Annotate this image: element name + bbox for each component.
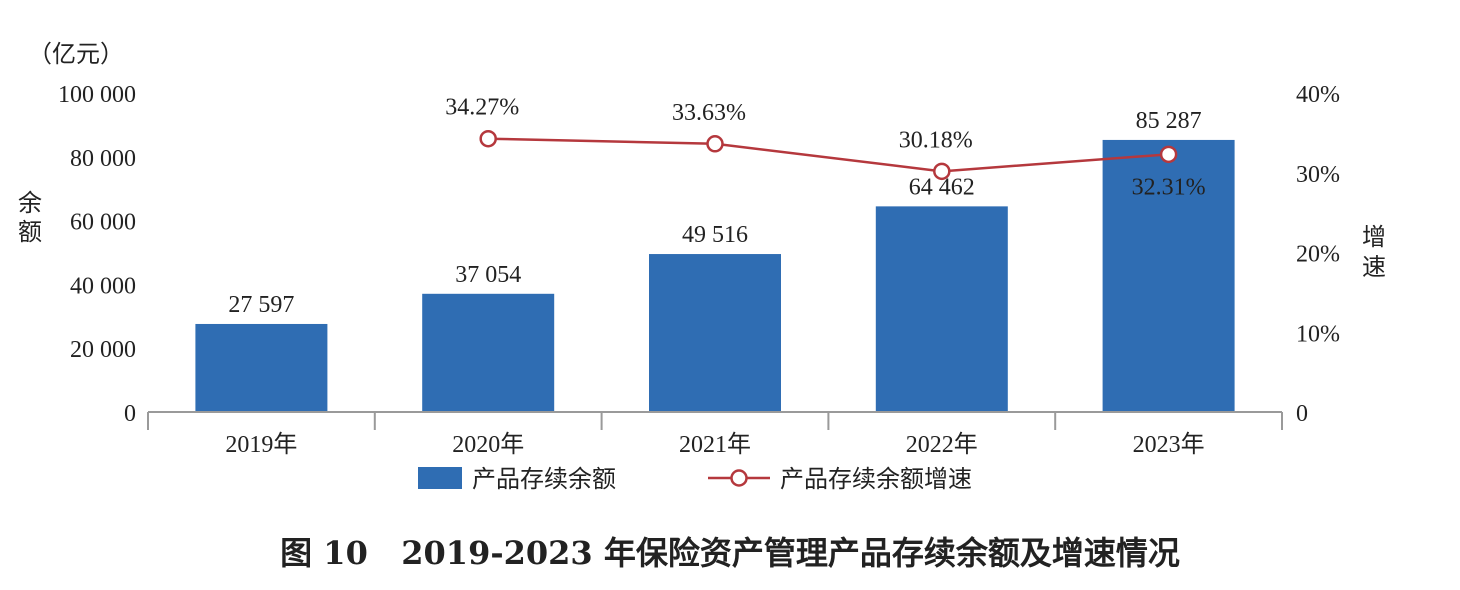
growth-value-label: 30.18%: [899, 127, 973, 153]
legend-bar-swatch: [418, 467, 462, 489]
legend-line-marker: [730, 469, 748, 487]
bar: [649, 254, 781, 412]
x-tick-label: 2019年: [225, 431, 297, 458]
figure-title: 2019-2023 年保险资产管理产品存续余额及增速情况: [401, 534, 1180, 572]
bars: [195, 139, 1235, 413]
y-left-tick-label: 100 000: [58, 82, 136, 108]
figure-caption: 图 10 2019-2023 年保险资产管理产品存续余额及增速情况: [0, 528, 1460, 574]
y-right-tick-label: 0: [1296, 401, 1308, 427]
y-right-tick-label: 10%: [1296, 321, 1340, 347]
y-left-tick-label: 40 000: [70, 273, 136, 299]
y-left-tick-label: 80 000: [70, 146, 136, 172]
legend-bar-label: 产品存续余额: [472, 465, 616, 493]
growth-line-path: [488, 137, 1169, 173]
y-right-tick-label: 40%: [1296, 82, 1340, 108]
growth-point: [706, 135, 724, 153]
y-right-tick-label: 20%: [1296, 242, 1340, 268]
growth-point: [933, 162, 951, 181]
x-tick-label: 2022年: [906, 431, 978, 458]
bar: [422, 293, 555, 412]
bar-value-label: 85 287: [1136, 108, 1202, 134]
y-left-tick-label: 0: [124, 401, 136, 427]
figure-number: 图 10: [280, 534, 368, 572]
x-axis: 2019年 2020年 2021年 2022年 2023年: [147, 411, 1283, 458]
bar-value-label: 27 597: [228, 292, 294, 318]
y-left-axis-title: 余额: [18, 189, 42, 246]
growth-point: [1159, 145, 1178, 164]
growth-line: 34.27% 33.63% 30.18% 32.31%: [445, 95, 1205, 201]
y-right-axis-title: 增速: [1362, 223, 1386, 281]
legend: 产品存续余额 产品存续余额增速: [418, 465, 972, 493]
legend-line-label: 产品存续余额增速: [780, 465, 972, 493]
bar: [875, 206, 1008, 412]
y-left-unit: （亿元）: [28, 40, 124, 68]
bar-value-label: 49 516: [682, 222, 748, 248]
growth-value-label: 32.31%: [1132, 174, 1206, 200]
y-right-ticks: 0 10% 20% 30% 40%: [1296, 82, 1340, 427]
chart: （亿元） 余额 增速 0 20 000 40 000 60 000 80 000 100 …: [18, 40, 1386, 493]
y-left-ticks: 0 20 000 40 000 60 000 80 000 100 000: [58, 82, 136, 427]
growth-value-label: 33.63%: [672, 100, 746, 126]
y-left-tick-label: 20 000: [70, 337, 136, 363]
x-tick-label: 2020年: [452, 431, 524, 458]
growth-value-label: 34.27%: [445, 95, 519, 121]
bar: [1102, 139, 1235, 413]
bar-value-label: 37 054: [455, 262, 521, 288]
y-right-tick-label: 30%: [1296, 162, 1340, 188]
x-tick-label: 2023年: [1133, 431, 1205, 458]
bar: [195, 323, 328, 412]
growth-point: [479, 129, 497, 148]
x-tick-label: 2021年: [679, 431, 751, 458]
y-left-tick-label: 60 000: [70, 210, 136, 236]
